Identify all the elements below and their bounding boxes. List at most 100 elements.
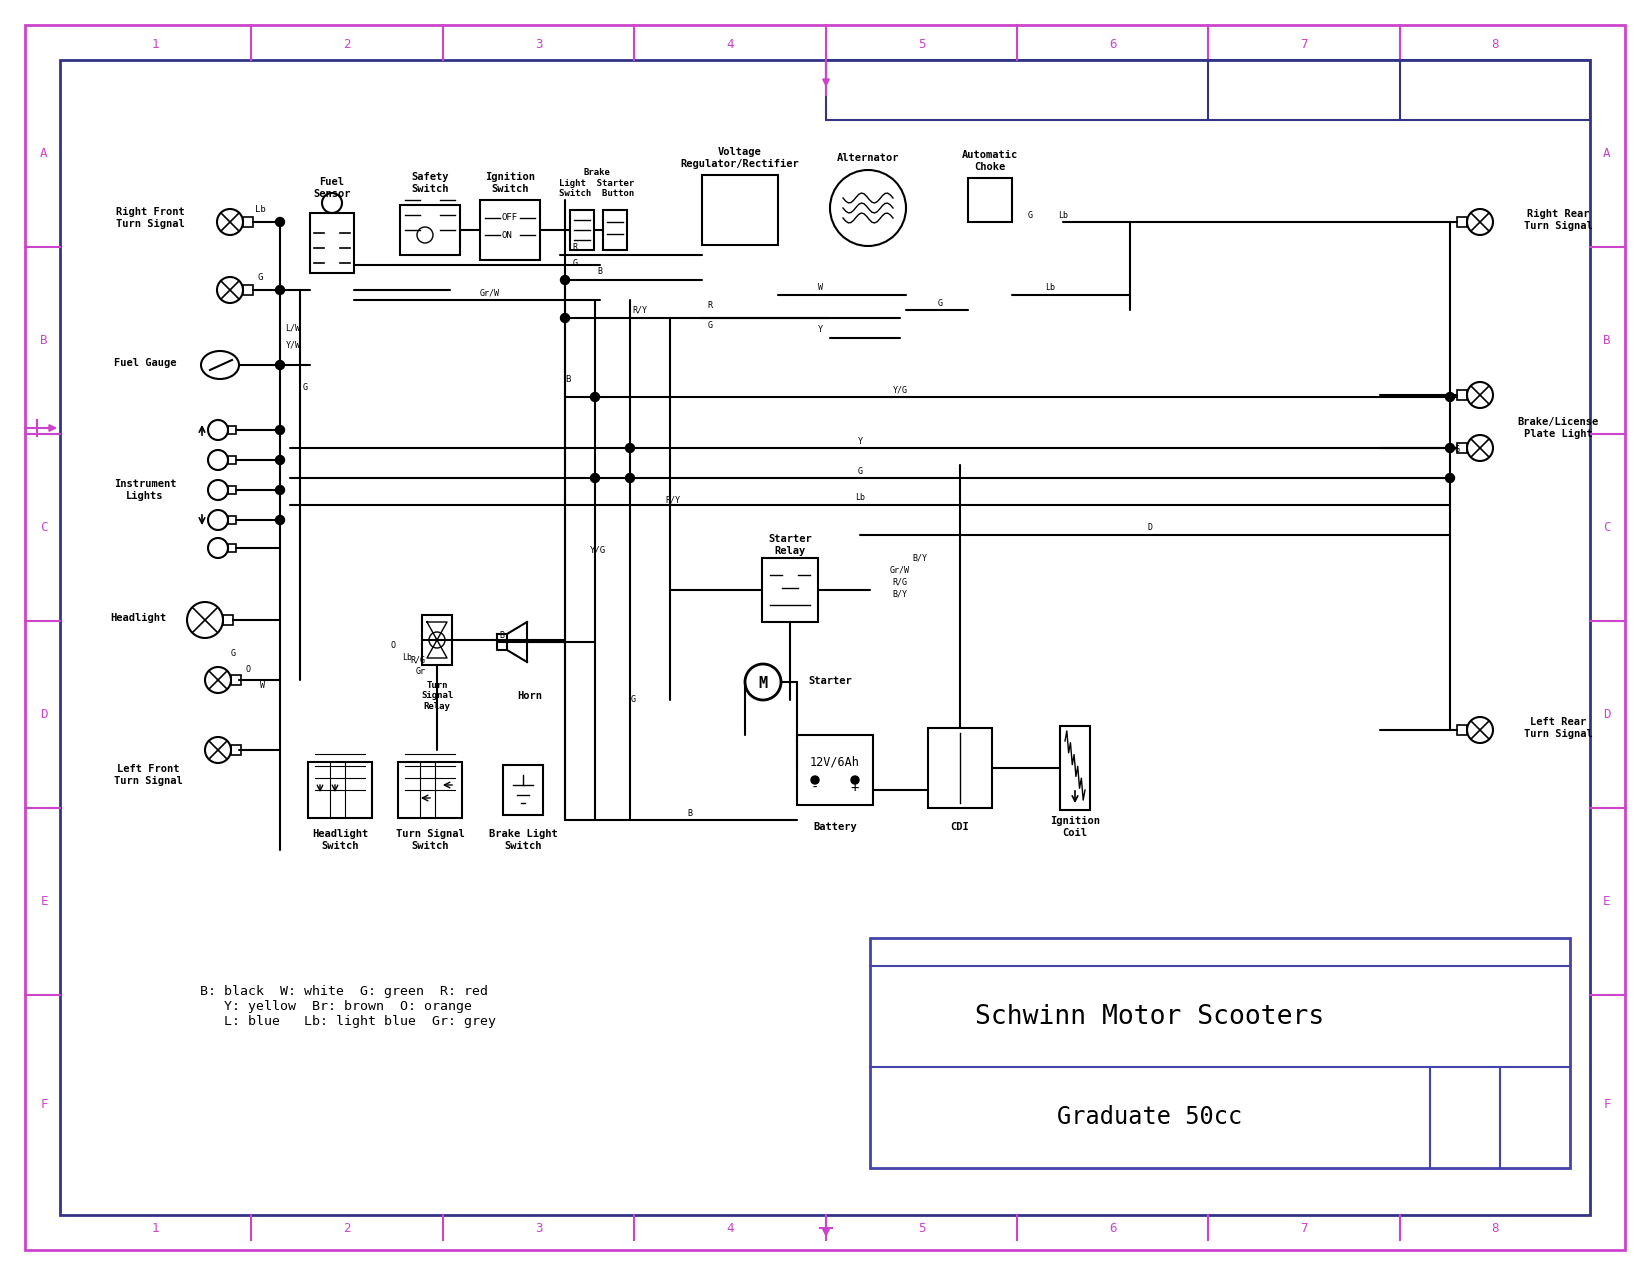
Text: Headlight
Switch: Headlight Switch	[312, 829, 368, 850]
Text: Safety
Switch: Safety Switch	[411, 172, 449, 194]
Text: 4: 4	[726, 1221, 734, 1234]
Bar	[503, 765, 543, 815]
Text: Y: Y	[817, 325, 822, 334]
Text: 12V/6Ah: 12V/6Ah	[810, 756, 860, 769]
Bar	[309, 762, 371, 819]
Bar	[569, 210, 594, 250]
Text: 2: 2	[343, 37, 351, 51]
Bar	[228, 426, 236, 434]
Bar	[1457, 390, 1467, 400]
Text: G: G	[937, 298, 942, 307]
Text: 8: 8	[1492, 1221, 1498, 1234]
Text: Right Rear
Turn Signal: Right Rear Turn Signal	[1523, 209, 1592, 231]
Circle shape	[276, 515, 284, 524]
Text: 7: 7	[1300, 37, 1308, 51]
Text: G: G	[708, 320, 713, 329]
Circle shape	[1445, 473, 1455, 482]
Text: G: G	[231, 649, 236, 658]
Text: B/Y: B/Y	[893, 589, 908, 598]
Circle shape	[276, 286, 284, 295]
Text: G: G	[257, 274, 262, 283]
Text: Instrument
Lights: Instrument Lights	[114, 479, 177, 501]
Text: Voltage
Regulator/Rectifier: Voltage Regulator/Rectifier	[680, 147, 799, 168]
Text: Y/W: Y/W	[285, 340, 300, 349]
Bar	[231, 745, 241, 755]
Circle shape	[1445, 444, 1455, 453]
Text: B: B	[566, 376, 571, 385]
Text: 2: 2	[343, 1221, 351, 1234]
Text: Horn: Horn	[518, 691, 543, 701]
Text: Turn
Signal
Relay: Turn Signal Relay	[421, 681, 454, 711]
Text: R: R	[708, 301, 713, 310]
Bar	[1059, 725, 1091, 810]
Bar	[228, 516, 236, 524]
Bar	[480, 200, 540, 260]
Text: Battery: Battery	[813, 822, 856, 833]
Text: ON: ON	[502, 231, 513, 240]
Text: Y: Y	[858, 436, 863, 445]
Text: B: B	[1604, 334, 1610, 347]
Text: R/G: R/G	[893, 578, 908, 586]
Text: 6: 6	[1109, 1221, 1117, 1234]
Text: R: R	[573, 244, 578, 252]
Text: Brake
Light  Starter
Switch  Button: Brake Light Starter Switch Button	[559, 168, 635, 198]
Text: 5: 5	[917, 1221, 926, 1234]
Text: B: B	[500, 631, 505, 640]
Bar	[1457, 725, 1467, 734]
Circle shape	[625, 444, 635, 453]
Circle shape	[561, 275, 569, 284]
Bar	[243, 217, 252, 227]
Bar	[762, 558, 818, 622]
Bar	[1457, 217, 1467, 227]
Text: D: D	[1604, 708, 1610, 720]
Text: G: G	[302, 384, 307, 393]
Bar	[223, 615, 233, 625]
Bar	[927, 728, 992, 808]
Text: A: A	[40, 147, 48, 159]
Circle shape	[276, 426, 284, 435]
Text: 8: 8	[1492, 37, 1498, 51]
Text: 1: 1	[152, 1221, 160, 1234]
Text: Gr/W: Gr/W	[889, 566, 911, 575]
Circle shape	[625, 473, 635, 482]
Text: Gr: Gr	[416, 667, 426, 676]
Text: OFF: OFF	[502, 213, 518, 223]
Text: R/Y: R/Y	[632, 306, 647, 315]
Text: G: G	[573, 259, 578, 268]
Text: Y/G: Y/G	[893, 385, 908, 394]
Text: Headlight: Headlight	[111, 613, 167, 623]
Text: Starter: Starter	[808, 676, 851, 686]
Text: Right Front
Turn Signal: Right Front Turn Signal	[116, 207, 185, 228]
Text: Automatic
Choke: Automatic Choke	[962, 150, 1018, 172]
Text: Left Rear
Turn Signal: Left Rear Turn Signal	[1523, 717, 1592, 738]
Text: Lb: Lb	[1044, 283, 1054, 292]
Text: W: W	[261, 682, 266, 691]
Bar	[243, 286, 252, 295]
Bar	[797, 734, 873, 805]
Bar	[399, 205, 460, 255]
Text: +: +	[851, 782, 860, 796]
Circle shape	[591, 473, 599, 482]
Text: F: F	[1604, 1099, 1610, 1112]
Text: Schwinn Motor Scooters: Schwinn Motor Scooters	[975, 1003, 1325, 1029]
Text: B: black  W: white  G: green  R: red
   Y: yellow  Br: brown  O: orange
   L: bl: B: black W: white G: green R: red Y: yel…	[200, 986, 497, 1028]
Text: 1: 1	[152, 37, 160, 51]
Text: Alternator: Alternator	[837, 153, 899, 163]
Text: Turn Signal
Switch: Turn Signal Switch	[396, 829, 464, 850]
Text: Left Front
Turn Signal: Left Front Turn Signal	[114, 764, 183, 785]
Circle shape	[561, 314, 569, 323]
Text: 6: 6	[1109, 37, 1117, 51]
Text: Ignition
Coil: Ignition Coil	[1049, 816, 1101, 838]
Bar	[1457, 442, 1467, 453]
Text: B/Y: B/Y	[912, 553, 927, 562]
Text: 3: 3	[535, 1221, 543, 1234]
Bar	[827, 60, 1591, 120]
Circle shape	[429, 632, 446, 648]
Text: O: O	[391, 640, 396, 649]
Bar	[228, 544, 236, 552]
Text: Fuel Gauge: Fuel Gauge	[114, 358, 177, 368]
Text: G: G	[1455, 445, 1460, 454]
Text: G: G	[1028, 210, 1033, 219]
Circle shape	[812, 776, 818, 784]
Bar	[398, 762, 462, 819]
